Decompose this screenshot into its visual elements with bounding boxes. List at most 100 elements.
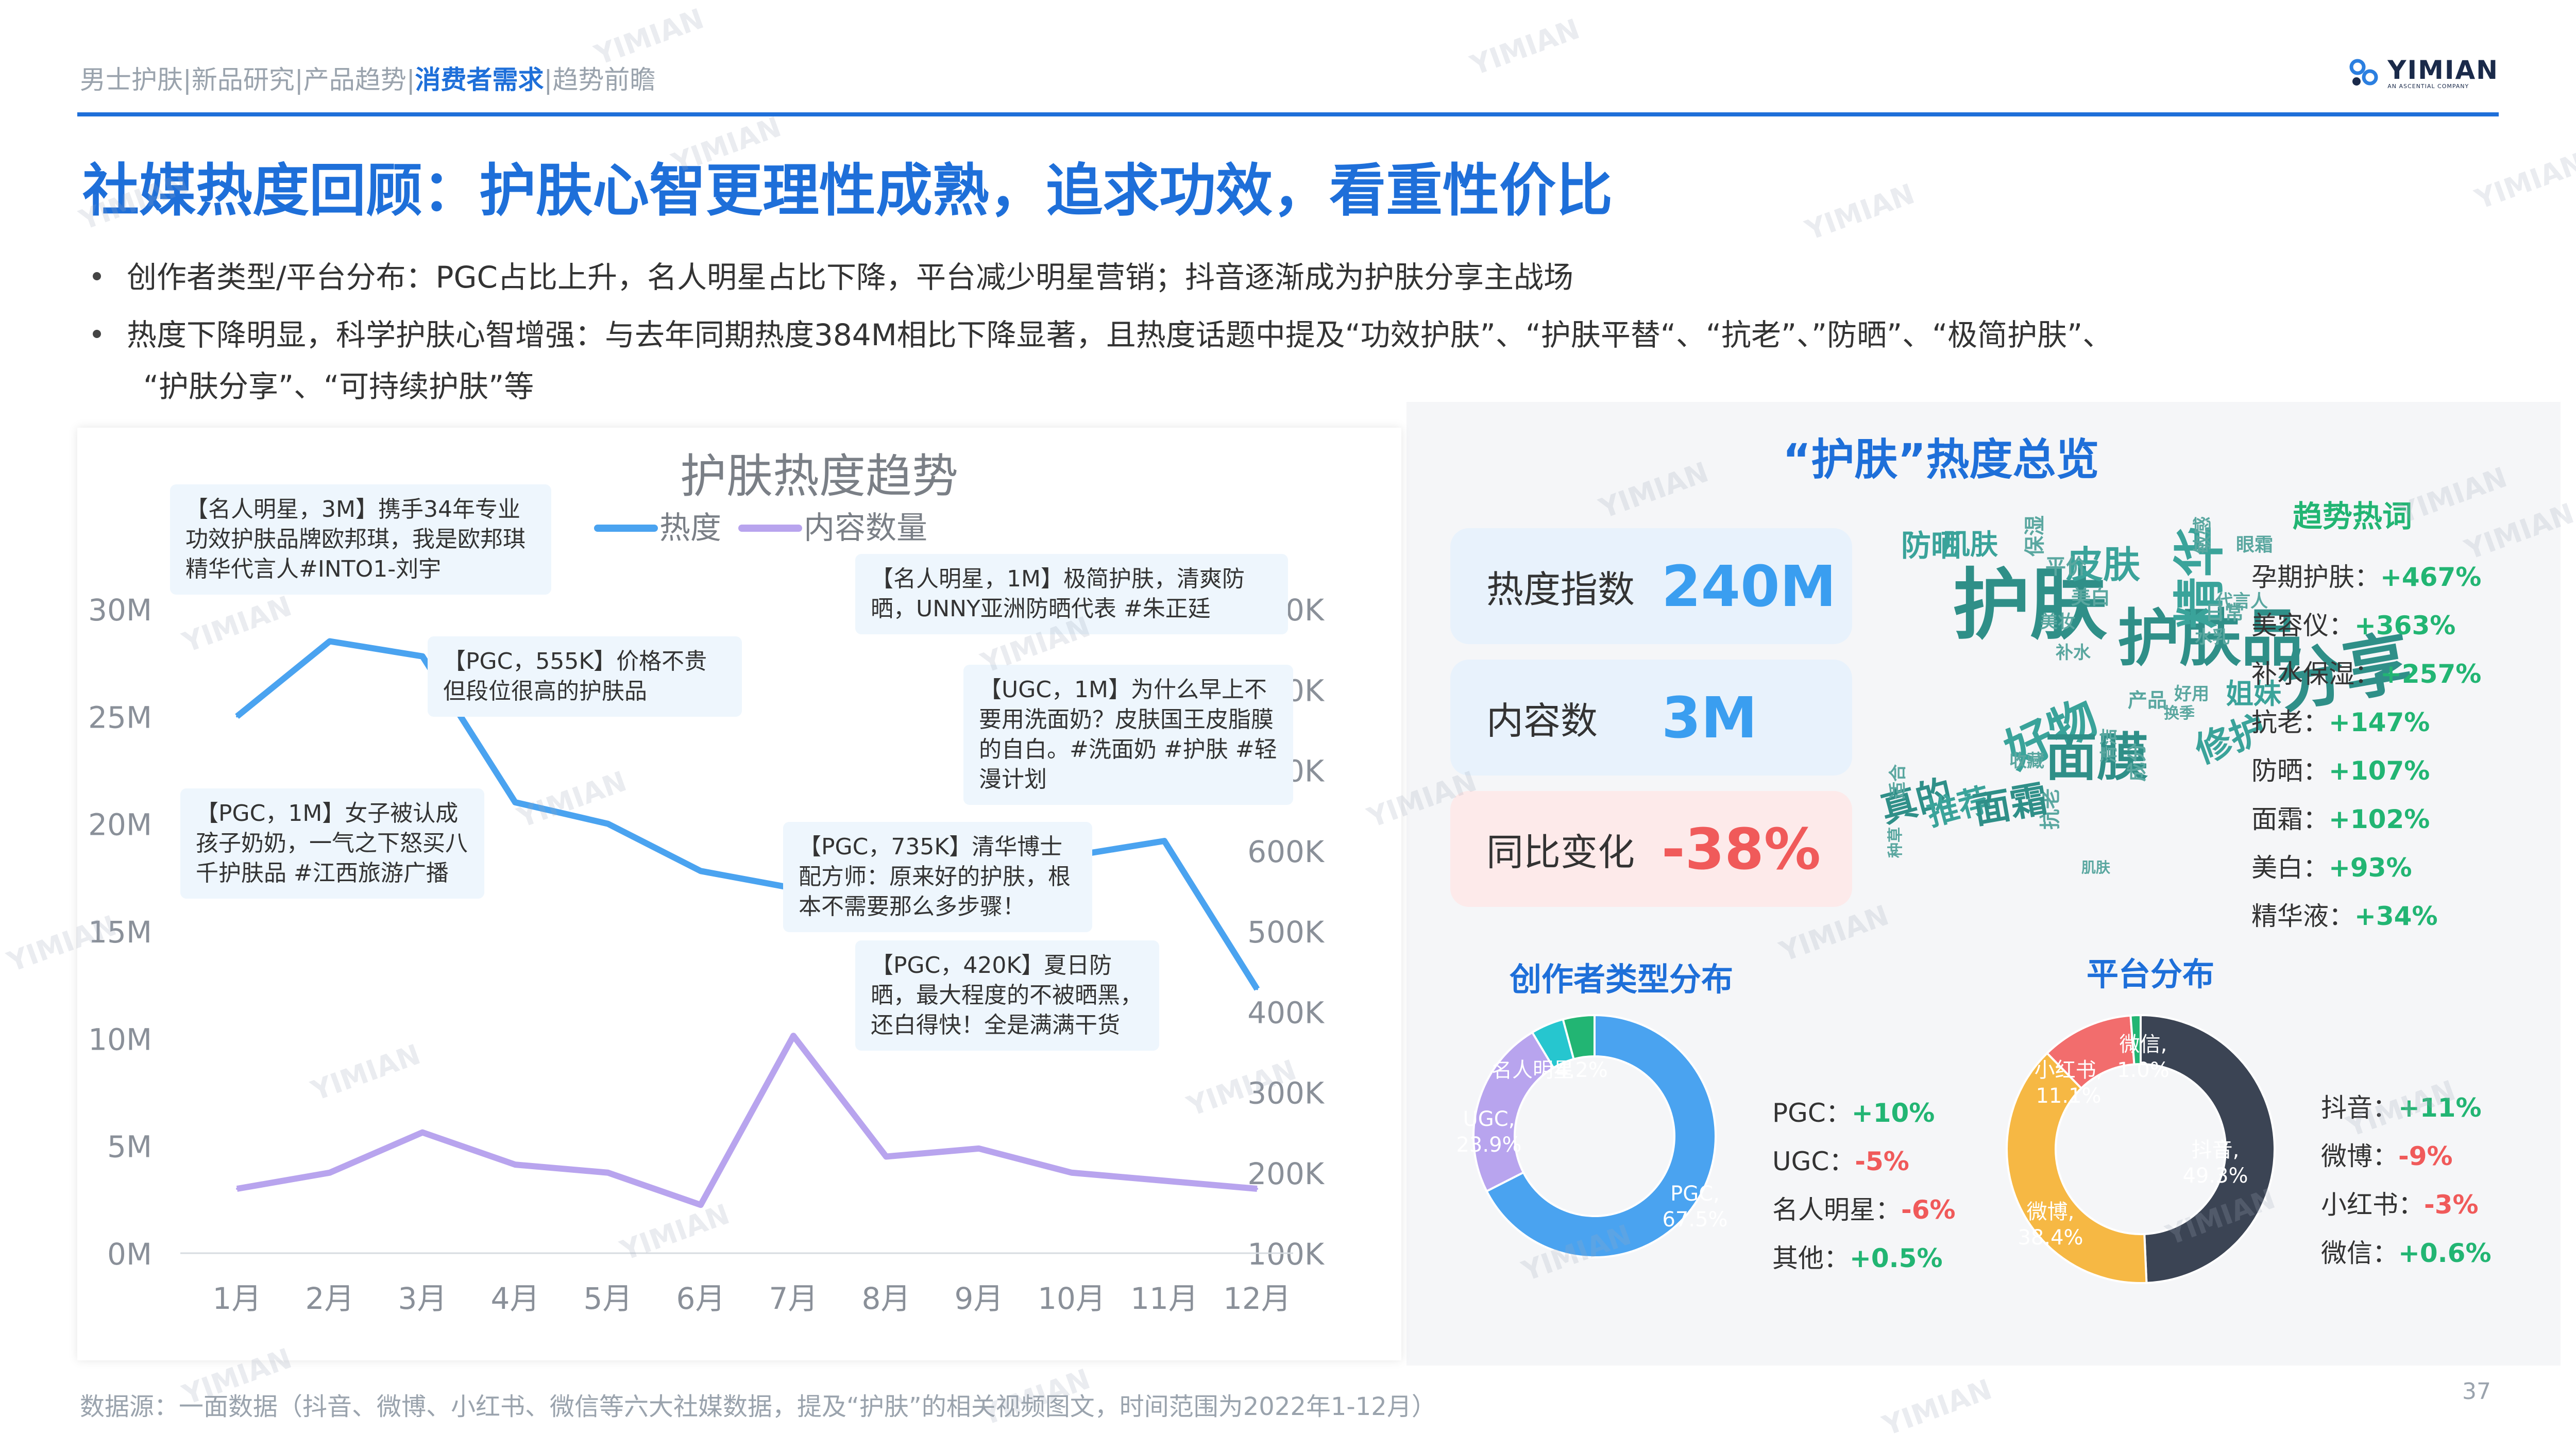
watermark: YIMIAN	[1466, 12, 1584, 82]
word-cloud-term: 面膜	[2045, 727, 2148, 787]
change-value: -3%	[2424, 1190, 2479, 1220]
change-name: 名人明星：	[1772, 1195, 1901, 1225]
word-cloud-term: 美妆	[2040, 612, 2075, 632]
content-point	[607, 1171, 609, 1174]
heat-point	[236, 715, 238, 718]
donut-slice-微博	[2006, 1052, 2148, 1284]
y-right-tick: 300K	[1247, 1076, 1325, 1111]
x-tick-label: 4月	[491, 1281, 540, 1316]
change-item: 小红书：-3%	[2321, 1184, 2479, 1221]
breadcrumb: 男士护肤|新品研究|产品趋势|消费者需求|趋势前瞻	[80, 59, 655, 96]
y-left-tick: 5M	[107, 1130, 152, 1165]
bullet-dot	[93, 272, 101, 280]
change-item: 名人明星：-6%	[1772, 1189, 1956, 1226]
bullet-1: 创作者类型/平台分布：PGC占比上升，名人明星占比下降，平台减少明星营销；抖音逐…	[93, 251, 1573, 303]
heat-point	[1256, 988, 1258, 990]
stat-content-label: 内容数	[1486, 699, 1598, 743]
content-point	[329, 1171, 331, 1174]
bullet-1-text: 创作者类型/平台分布：PGC占比上升，名人明星占比下降，平台减少明星营销；抖音逐…	[127, 260, 1573, 295]
legend-label-1: 内容数量	[804, 510, 927, 546]
callout-celebrity-3m: 【名人明星，3M】携手34年专业功效护肤品牌欧邦琪，我是欧邦琪精华代言人#INT…	[170, 484, 551, 595]
word-cloud: 护肤 护肤品 好物 分享 面膜 精华 皮肤 防晒 肌肤 抗老 修护 姐妹 真的 推荐 面霜 保湿 美白 成分 产品补…	[1875, 510, 2417, 922]
hot-word-change: +102%	[2329, 804, 2430, 834]
word-cloud-term: 护肤品	[2117, 603, 2303, 675]
hot-word-item: 精华液：+34%	[2251, 896, 2438, 933]
hot-word-name: 补水保湿：	[2251, 659, 2380, 689]
breadcrumb-active[interactable]: 消费者需求	[415, 65, 544, 95]
callout-pgc-555k: 【PGC，555K】价格不贵但段位很高的护肤品	[428, 636, 742, 717]
donut-label: 4.2%	[1555, 1058, 1608, 1082]
hot-word-change: +467%	[2380, 562, 2482, 592]
x-tick-label: 5月	[584, 1281, 633, 1316]
header-divider	[77, 112, 2499, 116]
y-left-tick: 0M	[107, 1237, 152, 1272]
bullet-2-text: 热度下降明显，科学护肤心智增强：与去年同期热度384M相比下降显著，且热度话题中…	[127, 317, 2113, 352]
x-tick-label: 9月	[955, 1281, 1004, 1316]
breadcrumb-post[interactable]: |趋势前瞻	[544, 65, 656, 95]
legend-label-0: 热度	[659, 510, 721, 546]
change-value: -5%	[1855, 1147, 1909, 1176]
chart-title: 护肤热度趋势	[680, 449, 958, 503]
donut-label: 11.1%	[2036, 1084, 2101, 1108]
donut-label: 微博,	[2027, 1200, 2075, 1224]
change-name: PGC：	[1772, 1098, 1852, 1128]
word-cloud-term: 皮肤	[2066, 543, 2141, 586]
page-title: 社媒热度回顾：护肤心智更理性成熟，追求功效，看重性价比	[82, 158, 1613, 224]
series-content-line	[236, 1033, 1258, 1208]
change-value: -6%	[1901, 1195, 1956, 1225]
hot-word-name: 防晒：	[2251, 756, 2329, 786]
donut-slice-微信	[2129, 1014, 2142, 1066]
hot-word-change: +147%	[2329, 707, 2430, 737]
heat-point	[700, 870, 702, 872]
watermark: YIMIAN	[2470, 146, 2576, 216]
hot-word-item: 抗老：+147%	[2251, 702, 2430, 739]
hot-word-change: +363%	[2354, 611, 2456, 641]
stat-heat-value: 240M	[1662, 553, 1837, 619]
change-value: -9%	[2398, 1141, 2453, 1171]
y-left-tick: 25M	[88, 700, 152, 735]
change-value: +0.5%	[1850, 1243, 1943, 1273]
change-item: 抖音：+11%	[2321, 1087, 2482, 1124]
y-left-tick: 15M	[88, 915, 152, 950]
hot-word-name: 抗老：	[2251, 707, 2329, 737]
word-cloud-term: 清洁	[2099, 728, 2120, 763]
donut-slice-UGC	[1472, 1031, 1555, 1193]
hot-word-item: 防晒：+107%	[2251, 750, 2430, 787]
hot-word-change: +257%	[2380, 659, 2482, 689]
stat-heat-label: 热度指数	[1486, 568, 1635, 611]
content-point	[421, 1131, 423, 1134]
change-name: UGC：	[1772, 1147, 1855, 1176]
content-point	[1071, 1171, 1073, 1174]
platform-donut: 抖音,49.3% 微博,38.4% 小红书,11.1% 微信,1.0%	[2006, 1014, 2276, 1284]
content-point	[792, 1035, 794, 1037]
hot-word-name: 孕期护肤：	[2251, 562, 2380, 592]
x-tick-label: 6月	[676, 1281, 725, 1316]
content-point	[514, 1164, 516, 1166]
hot-word-name: 美白：	[2251, 853, 2329, 883]
word-cloud-term: 产品	[2128, 689, 2167, 712]
stat-yoy-value: -38%	[1662, 816, 1821, 882]
content-point	[1163, 1180, 1165, 1182]
donut-label: 微信,	[2120, 1033, 2167, 1056]
change-name: 小红书：	[2321, 1190, 2424, 1220]
donut-label: 抖音,	[2192, 1138, 2240, 1162]
callout-celebrity-1m: 【名人明星，1M】极简护肤，清爽防晒，UNNY亚洲防晒代表 #朱正廷	[855, 554, 1288, 634]
logo-icon	[2349, 59, 2378, 86]
change-item: 其他：+0.5%	[1772, 1238, 1943, 1275]
content-point	[700, 1204, 702, 1206]
word-cloud-term: 肌肤	[1942, 528, 1998, 561]
x-tick-label: 10月	[1038, 1281, 1106, 1316]
heat-point	[329, 640, 331, 643]
change-value: +10%	[1851, 1098, 1935, 1128]
heat-point	[421, 655, 423, 658]
heat-point	[514, 801, 516, 803]
bullet-2: 热度下降明显，科学护肤心智增强：与去年同期热度384M相比下降显著，且热度话题中…	[93, 309, 2112, 361]
change-item: UGC：-5%	[1772, 1141, 1909, 1178]
creator-dist-title: 创作者类型分布	[1510, 961, 1734, 998]
word-cloud-term: 姐妹	[2226, 678, 2281, 710]
word-cloud-term: 美白	[2071, 586, 2111, 609]
word-cloud-term: 代言人	[2215, 591, 2268, 612]
word-cloud-term: 成分	[2126, 742, 2149, 782]
x-tick-label: 3月	[398, 1281, 447, 1316]
breadcrumb-pre[interactable]: 男士护肤|新品研究|产品趋势|	[80, 65, 415, 95]
